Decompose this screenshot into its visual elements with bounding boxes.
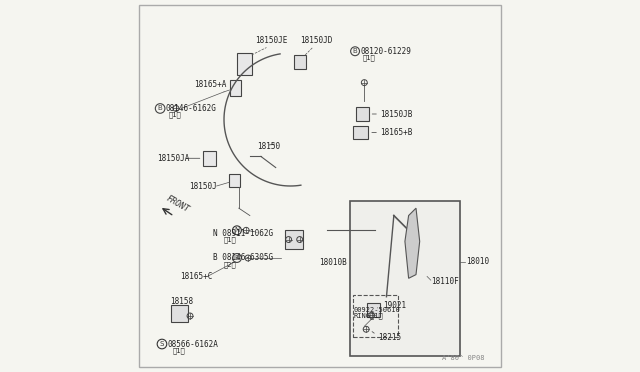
Text: （1）: （1） xyxy=(224,236,237,243)
Bar xyxy=(353,295,397,337)
Bar xyxy=(349,201,460,356)
Text: 18165+C: 18165+C xyxy=(180,272,212,281)
Bar xyxy=(172,305,188,322)
Text: A'80^ 0P08: A'80^ 0P08 xyxy=(442,355,484,361)
Text: RING（1）: RING（1） xyxy=(353,312,383,318)
Text: B: B xyxy=(234,255,239,261)
Text: 08120-61229: 08120-61229 xyxy=(360,47,412,56)
Text: （1）: （1） xyxy=(362,54,375,61)
Text: 18010: 18010 xyxy=(466,257,490,266)
Text: 18150JD: 18150JD xyxy=(300,36,332,45)
Text: （1）: （1） xyxy=(168,112,181,118)
Bar xyxy=(294,55,306,69)
Bar xyxy=(203,151,216,166)
Text: 18150: 18150 xyxy=(257,142,280,151)
Bar xyxy=(230,80,241,96)
Text: 18150JE: 18150JE xyxy=(255,36,288,45)
Text: N: N xyxy=(234,227,239,233)
Text: FRONT: FRONT xyxy=(165,193,191,214)
Bar xyxy=(367,303,380,317)
Bar xyxy=(353,126,369,139)
Text: 18010B: 18010B xyxy=(319,258,347,267)
Text: 00922-50610: 00922-50610 xyxy=(353,307,400,313)
Text: 08566-6162A: 08566-6162A xyxy=(168,340,218,349)
Text: 18110F: 18110F xyxy=(431,278,458,286)
Text: 08146-6162G: 08146-6162G xyxy=(166,104,216,113)
Bar xyxy=(356,107,369,121)
Text: N 08911-1062G: N 08911-1062G xyxy=(213,230,273,238)
Text: 18150JB: 18150JB xyxy=(380,109,413,119)
Polygon shape xyxy=(405,208,420,278)
Text: B: B xyxy=(353,48,358,54)
Bar xyxy=(237,53,252,75)
Text: 18215: 18215 xyxy=(378,333,401,342)
Bar xyxy=(285,230,303,249)
Text: 18150JA: 18150JA xyxy=(157,154,189,163)
Text: 19021: 19021 xyxy=(383,301,406,311)
Text: 18158: 18158 xyxy=(170,297,193,306)
Text: 18165+A: 18165+A xyxy=(194,80,226,89)
Bar xyxy=(229,174,239,187)
Text: （1）: （1） xyxy=(172,347,185,354)
Text: B: B xyxy=(157,106,163,112)
Text: B 08146-6305G: B 08146-6305G xyxy=(213,253,273,263)
Text: （2）: （2） xyxy=(224,261,237,267)
Text: 18165+B: 18165+B xyxy=(380,128,413,137)
Text: S: S xyxy=(160,341,164,347)
Text: 18150J: 18150J xyxy=(189,182,217,191)
